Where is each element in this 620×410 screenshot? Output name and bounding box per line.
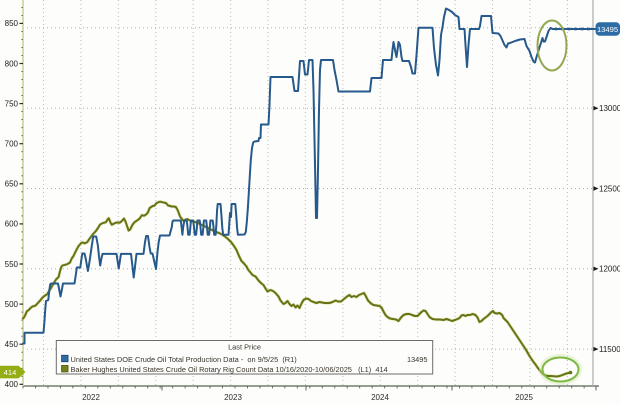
svg-text:2023: 2023: [224, 393, 242, 402]
svg-text:500: 500: [5, 300, 19, 309]
svg-text:414: 414: [4, 368, 17, 377]
svg-text:13495: 13495: [407, 355, 428, 364]
svg-text:Last Price: Last Price: [228, 343, 261, 352]
svg-text:Baker Hughes United States Cru: Baker Hughes United States Crude Oil Rot…: [71, 365, 388, 374]
svg-text:2024: 2024: [371, 393, 389, 402]
svg-text:450: 450: [5, 340, 19, 349]
svg-text:13000: 13000: [599, 104, 620, 113]
svg-text:700: 700: [5, 140, 19, 149]
svg-text:United States DOE Crude Oil To: United States DOE Crude Oil Total Produc…: [71, 355, 297, 364]
svg-text:13495: 13495: [597, 25, 618, 34]
svg-text:2025: 2025: [515, 393, 533, 402]
svg-text:850: 850: [5, 19, 19, 28]
svg-text:400: 400: [5, 380, 19, 389]
svg-text:11500: 11500: [599, 345, 620, 354]
svg-text:650: 650: [5, 180, 19, 189]
svg-text:600: 600: [5, 220, 19, 229]
svg-text:800: 800: [5, 59, 19, 68]
svg-text:750: 750: [5, 99, 19, 108]
svg-text:12500: 12500: [599, 184, 620, 193]
svg-text:2022: 2022: [82, 393, 100, 402]
svg-text:12000: 12000: [599, 265, 620, 274]
svg-text:550: 550: [5, 260, 19, 269]
